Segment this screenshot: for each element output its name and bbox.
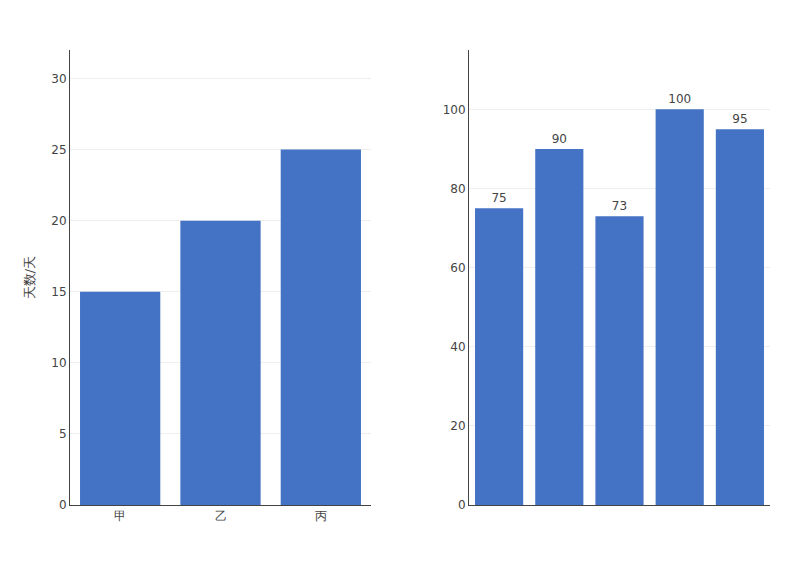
svg-text:15: 15 <box>51 285 66 299</box>
svg-text:乙: 乙 <box>215 509 227 523</box>
svg-text:75: 75 <box>491 191 506 205</box>
svg-text:5: 5 <box>59 427 67 441</box>
svg-text:天数/天: 天数/天 <box>22 256 37 299</box>
svg-text:0: 0 <box>458 498 466 512</box>
svg-text:80: 80 <box>450 182 465 196</box>
svg-text:20: 20 <box>51 214 66 228</box>
svg-text:20: 20 <box>450 419 465 433</box>
svg-text:10: 10 <box>51 356 66 370</box>
svg-text:95: 95 <box>732 112 747 126</box>
svg-text:90: 90 <box>552 132 567 146</box>
svg-text:丙: 丙 <box>315 509 327 523</box>
svg-text:0: 0 <box>59 498 67 512</box>
svg-text:25: 25 <box>51 143 66 157</box>
svg-text:甲: 甲 <box>114 509 126 523</box>
svg-text:30: 30 <box>51 72 66 86</box>
svg-text:40: 40 <box>450 340 465 354</box>
svg-text:100: 100 <box>443 103 466 117</box>
svg-text:100: 100 <box>668 92 691 106</box>
svg-text:73: 73 <box>612 199 627 213</box>
svg-text:60: 60 <box>450 261 465 275</box>
